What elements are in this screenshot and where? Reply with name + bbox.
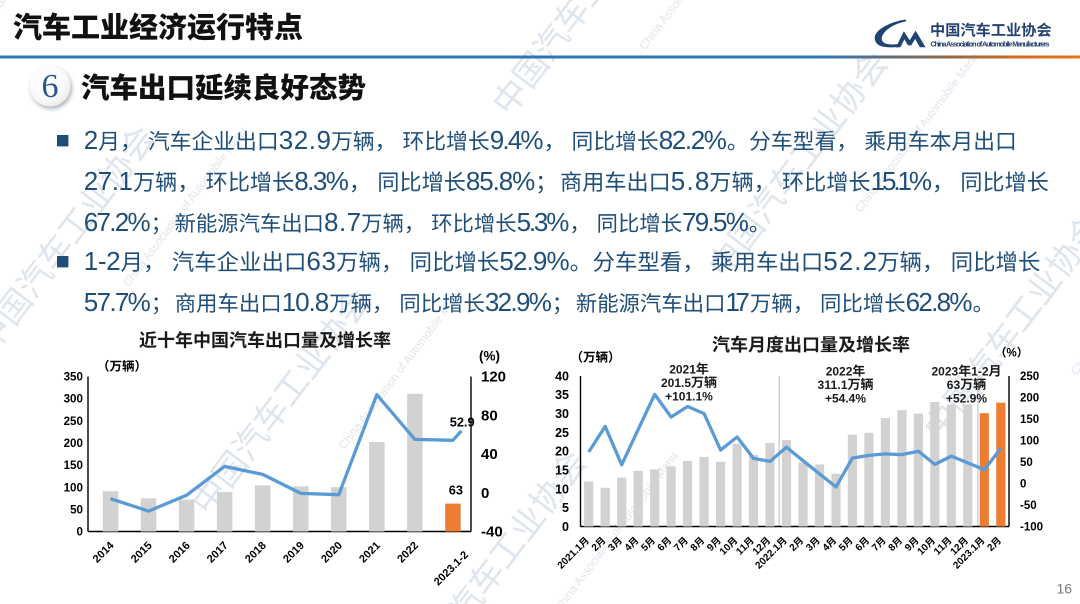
svg-text:120: 120 bbox=[481, 369, 506, 386]
svg-text:350: 350 bbox=[64, 371, 83, 384]
svg-text:32.9: 32.9 bbox=[279, 125, 331, 155]
svg-text:China Association of Automobil: China Association of Automobile Manufact… bbox=[931, 40, 1050, 49]
svg-text:10: 10 bbox=[555, 482, 569, 496]
svg-text:+52.9%: +52.9% bbox=[946, 391, 987, 405]
svg-text:0: 0 bbox=[562, 520, 569, 534]
svg-text:52.9: 52.9 bbox=[450, 415, 475, 430]
svg-text:85.8%: 85.8% bbox=[466, 166, 535, 196]
svg-text:2: 2 bbox=[84, 125, 98, 155]
svg-text:9.4%: 9.4% bbox=[490, 125, 544, 155]
svg-text:15.1%: 15.1% bbox=[871, 166, 932, 196]
svg-text:8.3%: 8.3% bbox=[294, 166, 349, 196]
svg-text:17: 17 bbox=[726, 287, 750, 317]
svg-text:16: 16 bbox=[1057, 581, 1073, 597]
svg-text:250: 250 bbox=[64, 415, 83, 428]
svg-text:63: 63 bbox=[306, 246, 336, 276]
svg-text:62.8%: 62.8% bbox=[906, 287, 973, 317]
svg-text:2021: 2021 bbox=[669, 363, 696, 377]
svg-text:6: 6 bbox=[42, 68, 59, 105]
svg-text:0: 0 bbox=[481, 485, 489, 502]
svg-text:40: 40 bbox=[481, 446, 498, 463]
svg-text:311.1: 311.1 bbox=[818, 378, 848, 392]
svg-text:15: 15 bbox=[555, 464, 569, 478]
svg-text:5: 5 bbox=[562, 501, 569, 515]
svg-text:25: 25 bbox=[555, 426, 569, 440]
svg-text:57.7%: 57.7% bbox=[84, 287, 151, 317]
svg-text:1-2: 1-2 bbox=[971, 365, 989, 379]
svg-text:201.5: 201.5 bbox=[661, 376, 691, 390]
svg-text:2022: 2022 bbox=[826, 365, 853, 379]
svg-text:52.2: 52.2 bbox=[823, 246, 877, 276]
svg-text:-50: -50 bbox=[1020, 500, 1037, 512]
svg-text:%: % bbox=[1007, 348, 1017, 360]
svg-text:150: 150 bbox=[64, 459, 83, 472]
svg-text:10.8: 10.8 bbox=[282, 287, 329, 317]
svg-text:50: 50 bbox=[1020, 457, 1033, 469]
svg-text:52.9%: 52.9% bbox=[499, 246, 569, 276]
svg-text:+101.1%: +101.1% bbox=[665, 389, 713, 403]
svg-text:63: 63 bbox=[449, 482, 463, 497]
svg-text:100: 100 bbox=[64, 481, 83, 494]
svg-text:300: 300 bbox=[64, 393, 83, 406]
svg-text:82.2%: 82.2% bbox=[659, 125, 727, 155]
svg-text:67.2%: 67.2% bbox=[84, 207, 151, 237]
svg-text:2023: 2023 bbox=[932, 365, 959, 379]
svg-text:20: 20 bbox=[555, 445, 569, 459]
svg-text:32.9%: 32.9% bbox=[485, 287, 552, 317]
svg-text:(%): (%) bbox=[479, 349, 500, 364]
svg-text:5.8: 5.8 bbox=[671, 166, 710, 196]
svg-text:100: 100 bbox=[1020, 436, 1039, 448]
svg-text:200: 200 bbox=[1020, 393, 1039, 405]
svg-text:200: 200 bbox=[64, 437, 83, 450]
svg-text:8.7: 8.7 bbox=[324, 207, 361, 237]
svg-text:30: 30 bbox=[555, 407, 569, 421]
svg-text:1-2: 1-2 bbox=[84, 246, 121, 276]
svg-text:150: 150 bbox=[1020, 414, 1039, 426]
svg-text:50: 50 bbox=[70, 504, 83, 517]
svg-text:35: 35 bbox=[555, 388, 569, 402]
svg-text:-100: -100 bbox=[1020, 522, 1043, 534]
svg-text:40: 40 bbox=[555, 369, 569, 383]
svg-text:27.1: 27.1 bbox=[84, 166, 133, 196]
svg-text:-40: -40 bbox=[481, 524, 503, 541]
svg-text:0: 0 bbox=[77, 526, 83, 539]
svg-text:0: 0 bbox=[1020, 479, 1026, 491]
svg-text:250: 250 bbox=[1020, 371, 1039, 383]
svg-text:80: 80 bbox=[481, 407, 498, 424]
svg-text:79.5%: 79.5% bbox=[682, 207, 749, 237]
svg-text:+54.4%: +54.4% bbox=[825, 391, 866, 405]
svg-text:63: 63 bbox=[947, 378, 961, 392]
svg-text:5.3%: 5.3% bbox=[517, 207, 570, 237]
